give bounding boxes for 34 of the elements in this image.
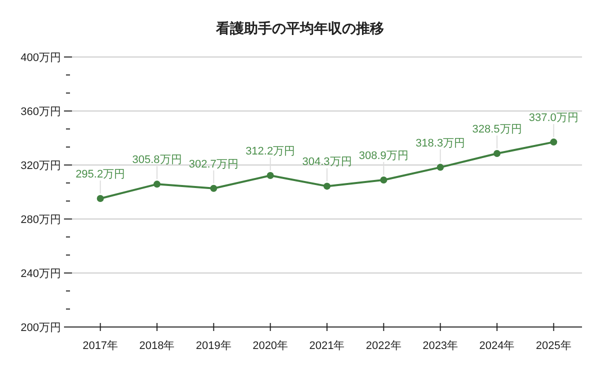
y-tick-label: 320万円 (20, 160, 61, 172)
data-label: 305.8万円 (132, 154, 182, 166)
data-label: 302.7万円 (188, 158, 238, 170)
point (266, 172, 274, 180)
x-tick-label: 2025年 (536, 340, 572, 352)
point (550, 138, 558, 146)
point (154, 180, 160, 188)
x-tick-label: 2019年 (196, 340, 232, 352)
x-tick-label: 2022年 (366, 340, 402, 352)
x-tick-label: 2017年 (82, 340, 118, 352)
x-tick-label: 2018年 (139, 340, 175, 352)
point (436, 164, 444, 171)
y-tick-label: 200万円 (20, 322, 61, 334)
data-label: 312.2万円 (246, 146, 296, 158)
data-label: 308.9万円 (358, 150, 408, 162)
y-tick-label: 400万円 (20, 52, 61, 64)
point (494, 150, 500, 158)
point (380, 176, 388, 184)
data-label: 304.3万円 (302, 156, 352, 168)
x-tick-label: 2023年 (422, 340, 458, 352)
x-tick-label: 2021年 (309, 340, 345, 352)
y-tick-label: 240万円 (20, 268, 61, 280)
point (96, 194, 104, 202)
x-tick-label: 2024年 (479, 340, 515, 352)
chart-title: 看護助手の平均年収の推移 (215, 20, 384, 36)
data-label: 295.2万円 (76, 168, 126, 180)
point (210, 184, 218, 192)
data-label: 328.5万円 (472, 124, 522, 136)
point (324, 182, 330, 190)
x-tick-label: 2020年 (252, 340, 288, 352)
data-label: 318.3万円 (416, 137, 466, 150)
data-label: 337.0万円 (528, 112, 578, 124)
y-tick-label: 360万円 (20, 106, 61, 118)
y-tick-label: 280万円 (20, 214, 61, 226)
